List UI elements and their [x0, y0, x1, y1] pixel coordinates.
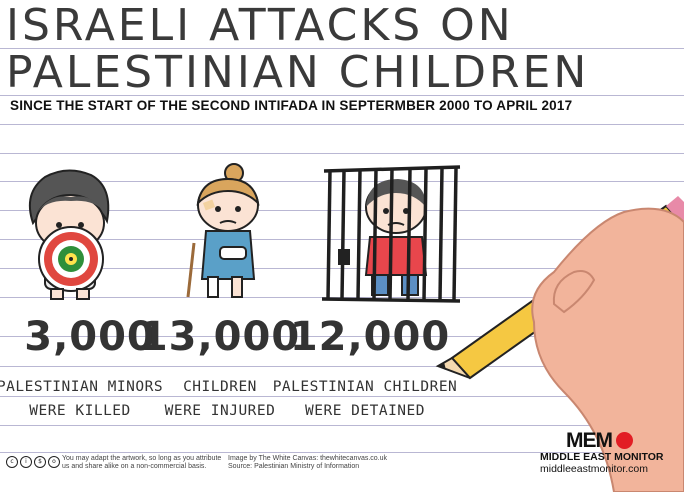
- ruled-line: [0, 366, 684, 367]
- license-line-2: us and share alike on a non-commercial b…: [62, 463, 207, 470]
- stat-label-killed-line1: PALESTINIAN MINORS: [0, 379, 164, 395]
- ruled-line: [0, 95, 684, 96]
- stat-number-injured: 13,000: [139, 314, 301, 360]
- stat-label-injured-line2: WERE INJURED: [164, 403, 276, 419]
- stat-number-killed: 3,000: [24, 314, 156, 360]
- ruled-line: [0, 396, 684, 397]
- injured-child-illustration: [186, 163, 260, 298]
- stat-label-killed-line2: WERE KILLED: [29, 403, 131, 419]
- credit-line-2: Source: Palestinian Ministry of Informat…: [228, 463, 360, 470]
- sa-icon: o: [48, 456, 60, 468]
- detained-child-illustration: [321, 165, 461, 303]
- ruled-line: [0, 336, 684, 337]
- by-icon: i: [20, 456, 32, 468]
- memo-logo: MEM: [566, 429, 613, 452]
- ruled-line: [0, 181, 684, 182]
- creative-commons-icons: c i $ o: [6, 456, 60, 468]
- child-target-illustration: [29, 169, 110, 300]
- padlock-icon: [338, 249, 350, 265]
- stat-label-detained-line2: WERE DETAINED: [305, 403, 425, 419]
- license-text: You may adapt the artwork, so long as yo…: [62, 455, 221, 471]
- ruled-line: [0, 48, 684, 49]
- ruled-line: [0, 124, 684, 125]
- title-line-2: PALESTINIAN CHILDREN: [6, 47, 590, 98]
- credit-line-1: Image by The White Canvas: thewhitecanva…: [228, 455, 388, 462]
- prison-bars: [321, 165, 461, 303]
- memo-url[interactable]: middleeastmonitor.com: [540, 463, 648, 475]
- memo-name: MIDDLE EAST MONITOR: [540, 451, 664, 463]
- nc-icon: $: [34, 456, 46, 468]
- cc-icon: c: [6, 456, 18, 468]
- stat-label-injured-line1: CHILDREN: [183, 379, 257, 395]
- stat-number-detained: 12,000: [289, 314, 451, 360]
- ruled-line: [0, 452, 684, 453]
- credit-text: Image by The White Canvas: thewhitecanva…: [228, 455, 387, 471]
- hand-pencil-illustration: [435, 196, 684, 492]
- ruled-line: [0, 425, 684, 426]
- stat-label-detained-line1: PALESTINIAN CHILDREN: [272, 379, 458, 395]
- ruled-line: [0, 153, 684, 154]
- crutch-icon: [186, 242, 196, 298]
- subtitle: SINCE THE START OF THE SECOND INTIFADA I…: [10, 98, 573, 113]
- license-line-1: You may adapt the artwork, so long as yo…: [62, 455, 222, 462]
- memo-logo-dot-icon: [616, 432, 633, 449]
- title-line-1: ISRAELI ATTACKS ON: [6, 0, 514, 51]
